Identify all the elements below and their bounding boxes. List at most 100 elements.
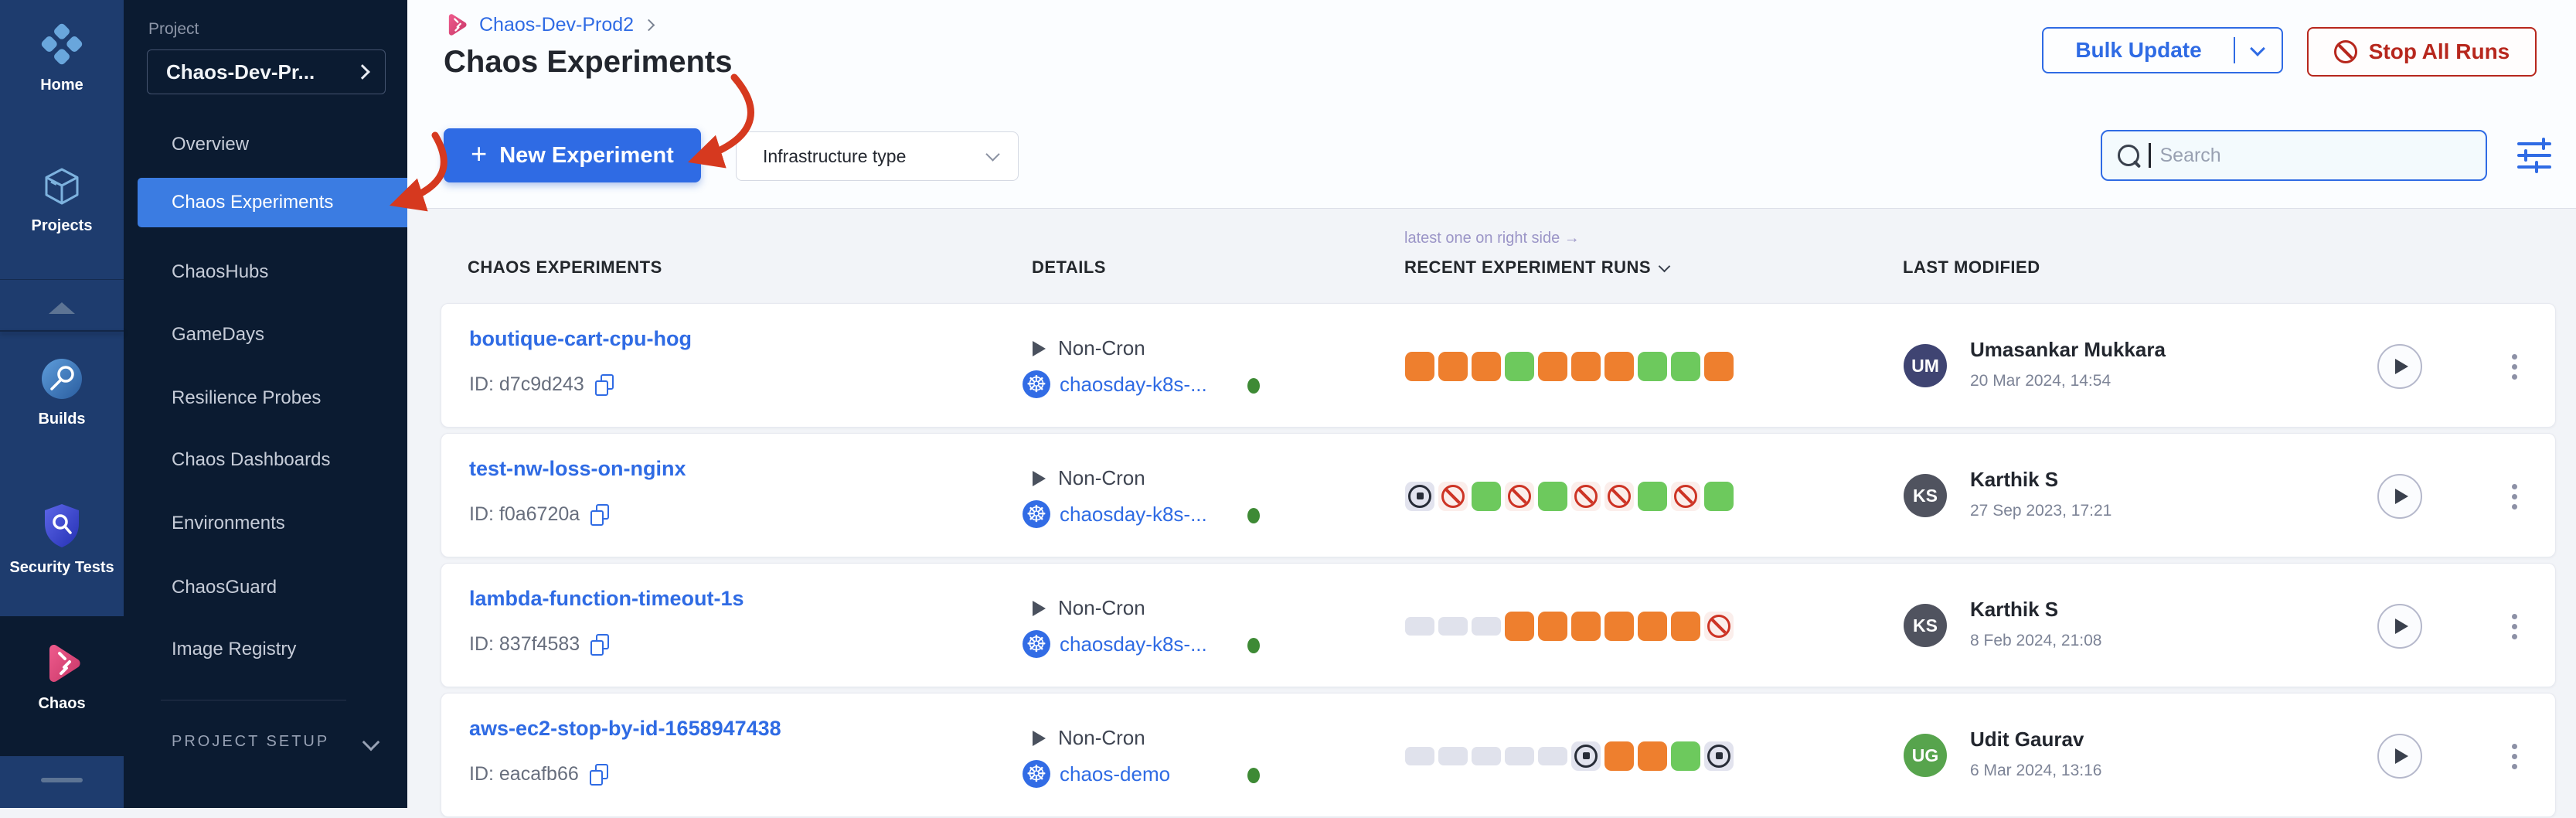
run-warning[interactable] bbox=[1538, 351, 1567, 381]
rail-collapse-handle[interactable] bbox=[41, 778, 83, 782]
rail-item-security-tests[interactable]: Security Tests bbox=[0, 503, 124, 577]
stop-all-runs-button[interactable]: Stop All Runs bbox=[2307, 27, 2537, 77]
sidebar-item-gamedays[interactable]: GameDays bbox=[172, 324, 265, 345]
run-failed[interactable] bbox=[1671, 481, 1700, 511]
recent-run-list bbox=[1405, 694, 1734, 818]
run-warning[interactable] bbox=[1438, 351, 1468, 381]
sidebar-item-image-registry[interactable]: Image Registry bbox=[172, 639, 297, 660]
run-success[interactable] bbox=[1505, 351, 1534, 381]
rail-separator-shadow bbox=[0, 330, 124, 332]
run-experiment-button[interactable] bbox=[2377, 734, 2422, 779]
experiment-name-link[interactable]: test-nw-loss-on-nginx bbox=[469, 457, 686, 480]
sidebar-item-chaos-dashboards[interactable]: Chaos Dashboards bbox=[172, 449, 331, 470]
run-warning[interactable] bbox=[1405, 351, 1434, 381]
infrastructure-link[interactable]: chaos-demo bbox=[1060, 762, 1171, 786]
row-menu-button[interactable] bbox=[2499, 604, 2530, 649]
run-warning[interactable] bbox=[1538, 611, 1567, 641]
builds-icon bbox=[40, 357, 83, 404]
run-warning[interactable] bbox=[1604, 611, 1634, 641]
run-failed[interactable] bbox=[1505, 481, 1534, 511]
breadcrumb-project-link[interactable]: Chaos-Dev-Prod2 bbox=[479, 13, 635, 36]
run-none[interactable] bbox=[1438, 746, 1468, 765]
infrastructure-link[interactable]: chaosday-k8s-... bbox=[1060, 632, 1207, 656]
row-menu-button[interactable] bbox=[2499, 734, 2530, 779]
column-header-recent-runs[interactable]: RECENT EXPERIMENT RUNS bbox=[1404, 257, 1671, 278]
modified-date: 27 Sep 2023, 17:21 bbox=[1970, 502, 2112, 520]
experiment-name-link[interactable]: lambda-function-timeout-1s bbox=[469, 587, 744, 610]
run-success[interactable] bbox=[1671, 741, 1700, 771]
run-none[interactable] bbox=[1438, 616, 1468, 636]
row-menu-button[interactable] bbox=[2499, 344, 2530, 389]
run-success[interactable] bbox=[1638, 351, 1667, 381]
run-failed[interactable] bbox=[1571, 481, 1601, 511]
run-warning[interactable] bbox=[1704, 351, 1734, 381]
search-input[interactable] bbox=[2159, 144, 2470, 167]
rail-item-home[interactable]: Home bbox=[0, 22, 124, 94]
infrastructure: ☸ chaosday-k8s-... bbox=[1023, 500, 1207, 528]
run-success[interactable] bbox=[1638, 481, 1667, 511]
experiments-table: latest one on right side → CHAOS EXPERIM… bbox=[407, 208, 2576, 817]
run-success[interactable] bbox=[1538, 481, 1567, 511]
copy-icon[interactable] bbox=[590, 633, 610, 656]
copy-icon[interactable] bbox=[590, 503, 610, 526]
sidebar-item-chaosguard[interactable]: ChaosGuard bbox=[172, 577, 277, 598]
run-none[interactable] bbox=[1472, 616, 1501, 636]
run-success[interactable] bbox=[1472, 481, 1501, 511]
new-experiment-button[interactable]: + New Experiment bbox=[444, 128, 701, 182]
run-warning[interactable] bbox=[1604, 351, 1634, 381]
chevron-down-icon[interactable] bbox=[2250, 41, 2265, 56]
run-experiment-button[interactable] bbox=[2377, 474, 2422, 519]
run-warning[interactable] bbox=[1638, 741, 1667, 771]
collapse-up-icon[interactable] bbox=[49, 302, 75, 314]
run-failed[interactable] bbox=[1438, 481, 1468, 511]
rail-item-chaos[interactable]: Chaos bbox=[0, 642, 124, 713]
run-experiment-button[interactable] bbox=[2377, 604, 2422, 649]
run-experiment-button[interactable] bbox=[2377, 344, 2422, 389]
run-none[interactable] bbox=[1405, 616, 1434, 636]
search-icon bbox=[2118, 145, 2139, 166]
run-failed[interactable] bbox=[1604, 481, 1634, 511]
run-none[interactable] bbox=[1538, 746, 1567, 765]
experiment-id: ID: 837f4583 bbox=[469, 633, 610, 656]
project-selector[interactable]: Chaos-Dev-Pr... bbox=[147, 49, 386, 94]
sidebar-item-chaoshubs[interactable]: ChaosHubs bbox=[172, 261, 269, 282]
experiment-name-link[interactable]: aws-ec2-stop-by-id-1658947438 bbox=[469, 717, 781, 740]
schedule-label: Non-Cron bbox=[1058, 466, 1145, 489]
run-none[interactable] bbox=[1405, 746, 1434, 765]
copy-icon[interactable] bbox=[594, 373, 614, 396]
run-success[interactable] bbox=[1671, 351, 1700, 381]
rail-separator bbox=[0, 279, 124, 280]
filter-icon[interactable] bbox=[2516, 138, 2553, 173]
rail-item-projects[interactable]: Projects bbox=[0, 165, 124, 235]
sidebar-item-overview[interactable]: Overview bbox=[172, 134, 250, 155]
rail-item-builds[interactable]: Builds bbox=[0, 357, 124, 428]
run-warning[interactable] bbox=[1571, 351, 1601, 381]
run-stopped[interactable] bbox=[1704, 741, 1734, 771]
play-icon bbox=[2395, 748, 2408, 764]
run-warning[interactable] bbox=[1638, 611, 1667, 641]
sidebar-item-environments[interactable]: Environments bbox=[172, 513, 285, 533]
run-warning[interactable] bbox=[1604, 741, 1634, 771]
run-none[interactable] bbox=[1505, 746, 1534, 765]
run-warning[interactable] bbox=[1571, 611, 1601, 641]
run-none[interactable] bbox=[1472, 746, 1501, 765]
infrastructure-type-select[interactable]: Infrastructure type bbox=[736, 131, 1019, 181]
run-warning[interactable] bbox=[1505, 611, 1534, 641]
row-menu-button[interactable] bbox=[2499, 474, 2530, 519]
run-warning[interactable] bbox=[1472, 351, 1501, 381]
run-stopped[interactable] bbox=[1571, 741, 1601, 771]
experiment-name-link[interactable]: boutique-cart-cpu-hog bbox=[469, 327, 692, 350]
project-setup-toggle[interactable]: PROJECT SETUP bbox=[172, 733, 380, 751]
infrastructure-link[interactable]: chaosday-k8s-... bbox=[1060, 372, 1207, 396]
bulk-update-button[interactable]: Bulk Update bbox=[2042, 27, 2283, 73]
copy-icon[interactable] bbox=[589, 763, 608, 786]
run-success[interactable] bbox=[1704, 481, 1734, 511]
run-stopped[interactable] bbox=[1405, 481, 1434, 511]
sidebar-item-resilience-probes[interactable]: Resilience Probes bbox=[172, 387, 322, 408]
sidebar-item-chaos-experiments[interactable]: Chaos Experiments bbox=[138, 178, 407, 227]
avatar: UG bbox=[1904, 734, 1947, 777]
run-failed[interactable] bbox=[1704, 611, 1734, 641]
run-warning[interactable] bbox=[1671, 611, 1700, 641]
infrastructure-link[interactable]: chaosday-k8s-... bbox=[1060, 502, 1207, 526]
breadcrumb: Chaos-Dev-Prod2 bbox=[444, 12, 655, 37]
